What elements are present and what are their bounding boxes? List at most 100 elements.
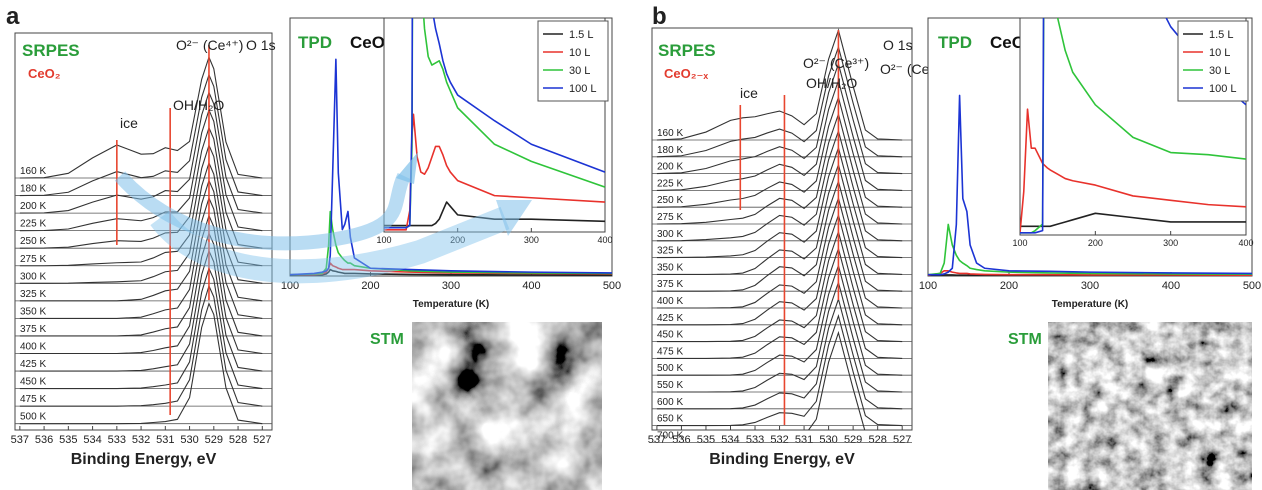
stm-image: [1048, 322, 1252, 490]
x-axis-label: Temperature (K): [1052, 299, 1129, 310]
series-label: 300 K: [20, 271, 46, 282]
spectrum: [656, 112, 903, 225]
spectrum: [656, 95, 903, 208]
x-tick-label: 534: [721, 434, 739, 446]
annotation: O 1s: [883, 37, 913, 53]
spectrum: [656, 297, 903, 410]
annotation: OH/H₂O: [173, 97, 224, 113]
spectrum: [19, 249, 263, 372]
spectrum: [656, 280, 903, 393]
spectrum: [19, 90, 263, 214]
series-label: 250 K: [657, 195, 683, 206]
x-tick-label: 500: [603, 280, 621, 292]
series-label: 650 K: [657, 414, 683, 425]
annotation: ice: [120, 115, 138, 131]
stm-image: [412, 322, 602, 490]
x-tick-label: 200: [450, 235, 465, 245]
spectrum: [656, 213, 903, 326]
x-tick-label: 200: [1000, 280, 1018, 292]
series-label: 550 K: [657, 380, 683, 391]
chart-title: SRPES: [22, 41, 80, 60]
chart-title: SRPES: [658, 41, 716, 60]
x-tick-label: 536: [672, 434, 690, 446]
x-tick-label: 400: [522, 280, 540, 292]
x-tick-label: 534: [83, 434, 101, 446]
spectrum: [19, 196, 263, 319]
x-axis-label: Binding Energy, eV: [709, 451, 855, 468]
legend-label: 30 L: [1209, 65, 1230, 77]
series-label: 180 K: [20, 184, 46, 195]
series-label: 500 K: [20, 412, 46, 423]
x-tick-label: 100: [919, 280, 937, 292]
spectrum: [656, 314, 903, 427]
spectrum: [19, 55, 263, 179]
x-tick-label: 100: [376, 235, 391, 245]
series-label: 425 K: [657, 313, 683, 324]
spectrum: [19, 126, 263, 249]
spectrum: [656, 28, 903, 141]
x-tick-label: 536: [35, 434, 53, 446]
spectrum: [656, 61, 903, 175]
annotation: O 1s: [246, 37, 276, 53]
x-tick-label: 300: [1081, 280, 1099, 292]
line: [290, 262, 612, 276]
legend: 1.5 L 10 L 30 L 100 L: [1177, 20, 1249, 102]
series-label: 325 K: [657, 246, 683, 257]
series-label: 350 K: [20, 306, 46, 317]
series-label: 450 K: [657, 330, 683, 341]
series-label: 500 K: [657, 363, 683, 374]
line: [1020, 212, 1246, 228]
x-tick-label: 537: [11, 434, 29, 446]
x-tick-label: 532: [132, 434, 150, 446]
spectrum: [656, 145, 903, 259]
line: [384, 201, 605, 227]
series-label: 600 K: [657, 397, 683, 408]
x-tick-label: 200: [1088, 238, 1103, 248]
series-label: 225 K: [20, 219, 46, 230]
x-tick-label: 532: [770, 434, 788, 446]
spectrum: [19, 284, 263, 407]
x-tick-label: 528: [868, 434, 886, 446]
x-tick-label: 400: [597, 235, 612, 245]
legend-label: 10 L: [569, 47, 590, 59]
spectrum: [19, 143, 263, 267]
chart-subtitle: CeO₂: [350, 33, 393, 52]
chart-title: TPD: [298, 33, 332, 52]
series-label: 275 K: [657, 212, 683, 223]
spectrum: [656, 45, 903, 158]
x-tick-label: 300: [1163, 238, 1178, 248]
spectrum: [19, 214, 263, 337]
x-tick-label: 500: [1243, 280, 1261, 292]
series-label: 400 K: [657, 296, 683, 307]
series-label: 375 K: [657, 279, 683, 290]
series-label: 475 K: [20, 394, 46, 405]
arrow-head: [496, 200, 532, 236]
spectrum: [656, 78, 903, 191]
line: [1020, 18, 1246, 234]
arrow-head: [396, 152, 418, 184]
series-label: 180 K: [657, 145, 683, 156]
x-tick-label: 531: [795, 434, 813, 446]
x-tick-label: 533: [108, 434, 126, 446]
x-tick-label: 527: [893, 434, 911, 446]
series-label: 160 K: [20, 166, 46, 177]
x-tick-label: 535: [697, 434, 715, 446]
spectrum: [656, 246, 903, 359]
panel-label: a: [6, 3, 20, 30]
series-label: 200 K: [20, 201, 46, 212]
series-label: 325 K: [20, 289, 46, 300]
annotation: OH/H₂O: [806, 75, 857, 91]
line: [928, 223, 1252, 276]
spectrum: [19, 231, 263, 355]
line: [290, 268, 612, 276]
x-axis-label: Binding Energy, eV: [71, 451, 217, 468]
legend-label: 1.5 L: [1209, 29, 1233, 41]
spectrum: [19, 161, 263, 284]
panel-label: b: [652, 3, 667, 30]
line: [928, 94, 1252, 276]
x-tick-label: 533: [746, 434, 764, 446]
series-label: 700 K: [657, 430, 683, 441]
x-tick-label: 400: [1162, 280, 1180, 292]
